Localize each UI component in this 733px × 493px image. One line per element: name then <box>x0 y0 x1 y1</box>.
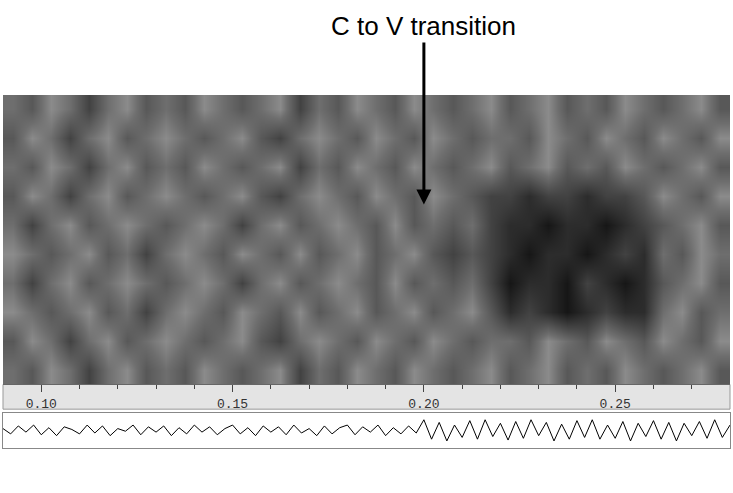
svg-text:C to V transition: C to V transition <box>331 11 516 41</box>
svg-text:0.15: 0.15 <box>217 397 248 412</box>
svg-text:0.20: 0.20 <box>408 397 439 412</box>
svg-text:0.25: 0.25 <box>600 397 631 412</box>
svg-text:0.10: 0.10 <box>26 397 57 412</box>
